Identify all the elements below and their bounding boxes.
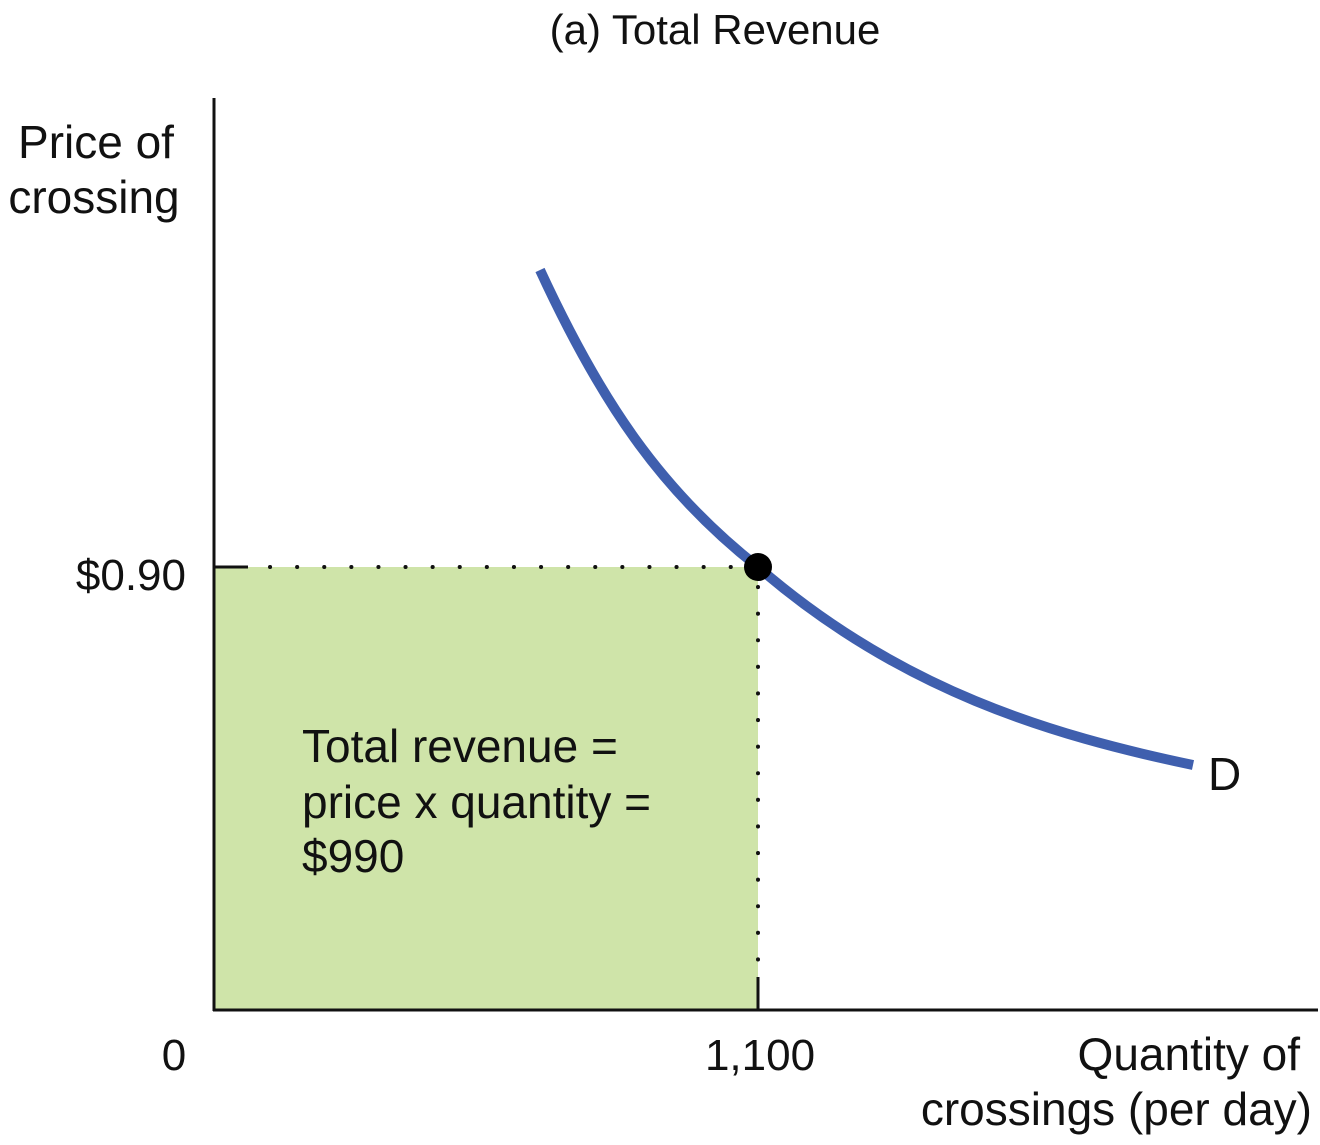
price-quantity-point bbox=[744, 553, 772, 581]
origin-label: 0 bbox=[162, 1031, 186, 1080]
x-axis-label-line2: crossings (per day) bbox=[921, 1083, 1312, 1135]
total-revenue-area bbox=[214, 567, 758, 1010]
annotation-line1: Total revenue = bbox=[302, 720, 618, 772]
y-axis-label-line1: Price of bbox=[18, 116, 174, 168]
x-tick-label: 1,100 bbox=[705, 1031, 815, 1080]
series-label-d: D bbox=[1208, 748, 1241, 800]
annotation-line3: $990 bbox=[302, 830, 404, 882]
x-axis-label-line1: Quantity of bbox=[1078, 1028, 1301, 1080]
y-tick-label: $0.90 bbox=[76, 551, 186, 600]
chart-title: (a) Total Revenue bbox=[550, 6, 881, 53]
y-axis-label-line2: crossing bbox=[8, 171, 179, 223]
annotation-line2: price x quantity = bbox=[302, 776, 651, 828]
